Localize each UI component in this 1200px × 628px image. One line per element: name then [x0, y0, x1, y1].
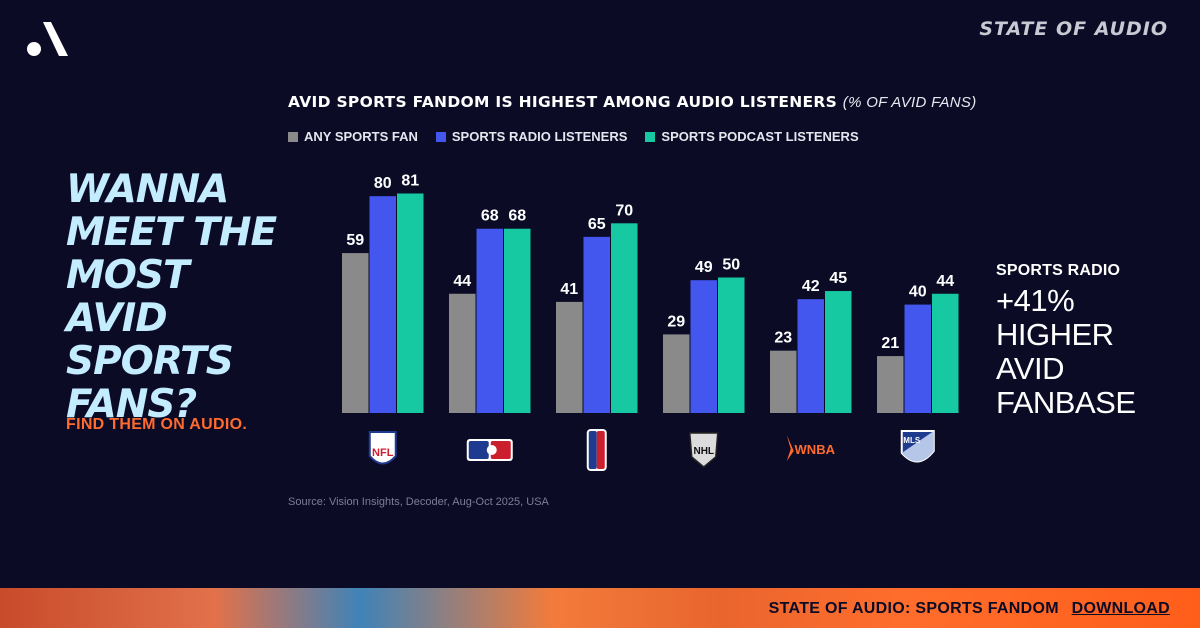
legend-label: ANY SPORTS FAN	[304, 129, 418, 144]
data-label: 29	[667, 313, 685, 330]
data-label: 21	[881, 335, 899, 352]
data-label: 42	[802, 278, 820, 295]
data-label: 40	[909, 284, 927, 301]
data-label: 23	[774, 330, 792, 347]
data-label: 70	[615, 202, 633, 219]
bar-nhl-any-sports-fan	[663, 334, 690, 413]
bar-mlb-any-sports-fan	[449, 293, 476, 413]
callout-desc: HIGHER AVID FANBASE	[996, 317, 1136, 420]
chart-subtitle: (% OF AVID FANS)	[842, 94, 977, 111]
legend-item-sports-radio: SPORTS RADIO LISTENERS	[435, 129, 628, 144]
bar-wnba-any-sports-fan	[770, 350, 797, 413]
bar-mlb-sports-radio-listeners	[476, 228, 503, 413]
mlb-logo-left	[468, 441, 489, 459]
mls-logo-text: MLS	[903, 436, 921, 445]
nhl-logo-text: NHL	[693, 446, 714, 457]
data-label: 80	[374, 175, 392, 192]
headline: WANNA MEET THE MOST AVID SPORTS FANS?	[66, 167, 277, 427]
brand-title: STATE OF AUDIO	[979, 18, 1168, 40]
legend-swatch	[645, 131, 656, 142]
legend-label: SPORTS PODCAST LISTENERS	[661, 129, 859, 144]
bar-nhl-sports-radio-listeners	[690, 280, 717, 413]
data-label: 81	[401, 172, 419, 189]
legend-swatch	[435, 131, 446, 142]
legend-label: SPORTS RADIO LISTENERS	[451, 129, 628, 144]
data-label: 44	[453, 273, 471, 290]
nba-logo-right	[596, 431, 605, 469]
callout-label: SPORTS RADIO	[996, 262, 1121, 279]
chart-title: AVID SPORTS FANDOM IS HIGHEST AMONG AUDI…	[288, 93, 977, 111]
data-label: 68	[508, 208, 526, 225]
nfl-logo-text: NFL	[372, 447, 394, 459]
callout: SPORTS RADIO +41% HIGHER AVID FANBASE	[996, 262, 1166, 420]
chart-title-text: AVID SPORTS FANDOM IS HIGHEST AMONG AUDI…	[288, 93, 838, 111]
download-link[interactable]: DOWNLOAD	[1071, 600, 1170, 617]
bar-wnba-sports-podcast-listeners	[825, 291, 852, 413]
data-label: 68	[481, 208, 499, 225]
data-label: 41	[560, 281, 578, 298]
chart-legend: ANY SPORTS FAN SPORTS RADIO LISTENERS SP…	[288, 129, 859, 144]
mls-logo-stripe	[901, 431, 934, 462]
mlb-logo-right	[490, 441, 511, 459]
data-label: 65	[588, 216, 606, 233]
data-label: 50	[722, 257, 740, 274]
legend-item-any-sports-fan: ANY SPORTS FAN	[288, 129, 418, 144]
bar-mlb-sports-podcast-listeners	[504, 228, 531, 413]
bar-nba-sports-podcast-listeners	[611, 223, 638, 413]
bar-nba-sports-radio-listeners	[583, 236, 610, 413]
legend-item-sports-podcast: SPORTS PODCAST LISTENERS	[645, 129, 859, 144]
data-label: 44	[936, 273, 954, 290]
callout-value: +41%	[996, 283, 1075, 318]
source-note: Source: Vision Insights, Decoder, Aug-Oc…	[288, 496, 549, 508]
data-label: 45	[829, 270, 847, 287]
nfl-logo-icon	[368, 431, 397, 465]
data-label: 59	[346, 232, 364, 249]
wnba-logo-text: WNBA	[795, 442, 836, 457]
footer-title: STATE OF AUDIO: SPORTS FANDOM	[768, 600, 1059, 617]
bar-nhl-sports-podcast-listeners	[718, 277, 745, 413]
bar-mls-any-sports-fan	[877, 356, 904, 413]
data-label: 49	[695, 259, 713, 276]
nba-logo-left	[588, 431, 597, 469]
footer-banner: STATE OF AUDIO: SPORTS FANDOM DOWNLOAD	[0, 588, 1200, 628]
bar-nfl-sports-radio-listeners	[369, 196, 396, 413]
bar-nfl-any-sports-fan	[342, 253, 369, 413]
mlb-logo-figure	[486, 445, 497, 455]
cta-text: FIND THEM ON AUDIO.	[66, 416, 248, 433]
bar-wnba-sports-radio-listeners	[797, 299, 824, 413]
legend-swatch	[288, 131, 298, 142]
bar-nba-any-sports-fan	[556, 301, 583, 413]
wnba-logo-icon	[786, 435, 794, 461]
nhl-logo-icon	[688, 432, 719, 468]
audacy-a-logo-icon	[27, 22, 68, 56]
footer-text: STATE OF AUDIO: SPORTS FANDOM DOWNLOAD	[769, 600, 1170, 618]
bar-mls-sports-radio-listeners	[904, 304, 931, 413]
bar-nfl-sports-podcast-listeners	[397, 193, 424, 413]
bar-mls-sports-podcast-listeners	[932, 293, 959, 413]
